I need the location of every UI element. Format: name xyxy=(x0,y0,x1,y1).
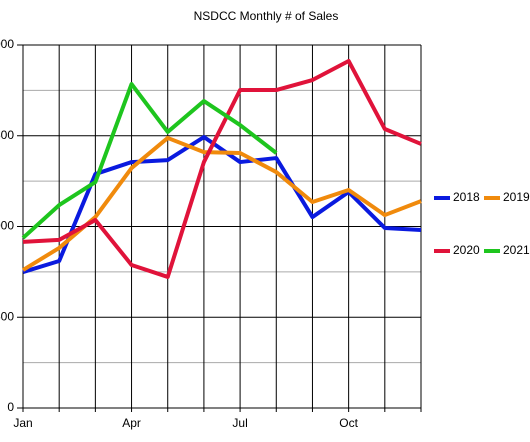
legend-label: 2021 xyxy=(503,243,530,257)
chart-title: NSDCC Monthly # of Sales xyxy=(194,9,339,23)
y-tick-label: 1000 xyxy=(0,219,14,233)
legend-label: 2019 xyxy=(503,190,530,204)
y-tick-label: 1500 xyxy=(0,128,14,142)
y-tick-label: 0 xyxy=(7,400,14,414)
x-tick-label: Apr xyxy=(122,416,141,430)
line-series xyxy=(22,135,422,274)
x-tick-label: Jan xyxy=(13,416,32,430)
line-series xyxy=(22,58,422,279)
legend-label: 2018 xyxy=(453,190,480,204)
x-tick-label: Jul xyxy=(232,416,247,430)
line-series xyxy=(21,82,278,240)
y-tick-label: 500 xyxy=(0,309,14,323)
x-tick-label: Oct xyxy=(339,416,358,430)
legend-label: 2020 xyxy=(453,243,480,257)
y-tick-label: 2000 xyxy=(0,37,14,51)
